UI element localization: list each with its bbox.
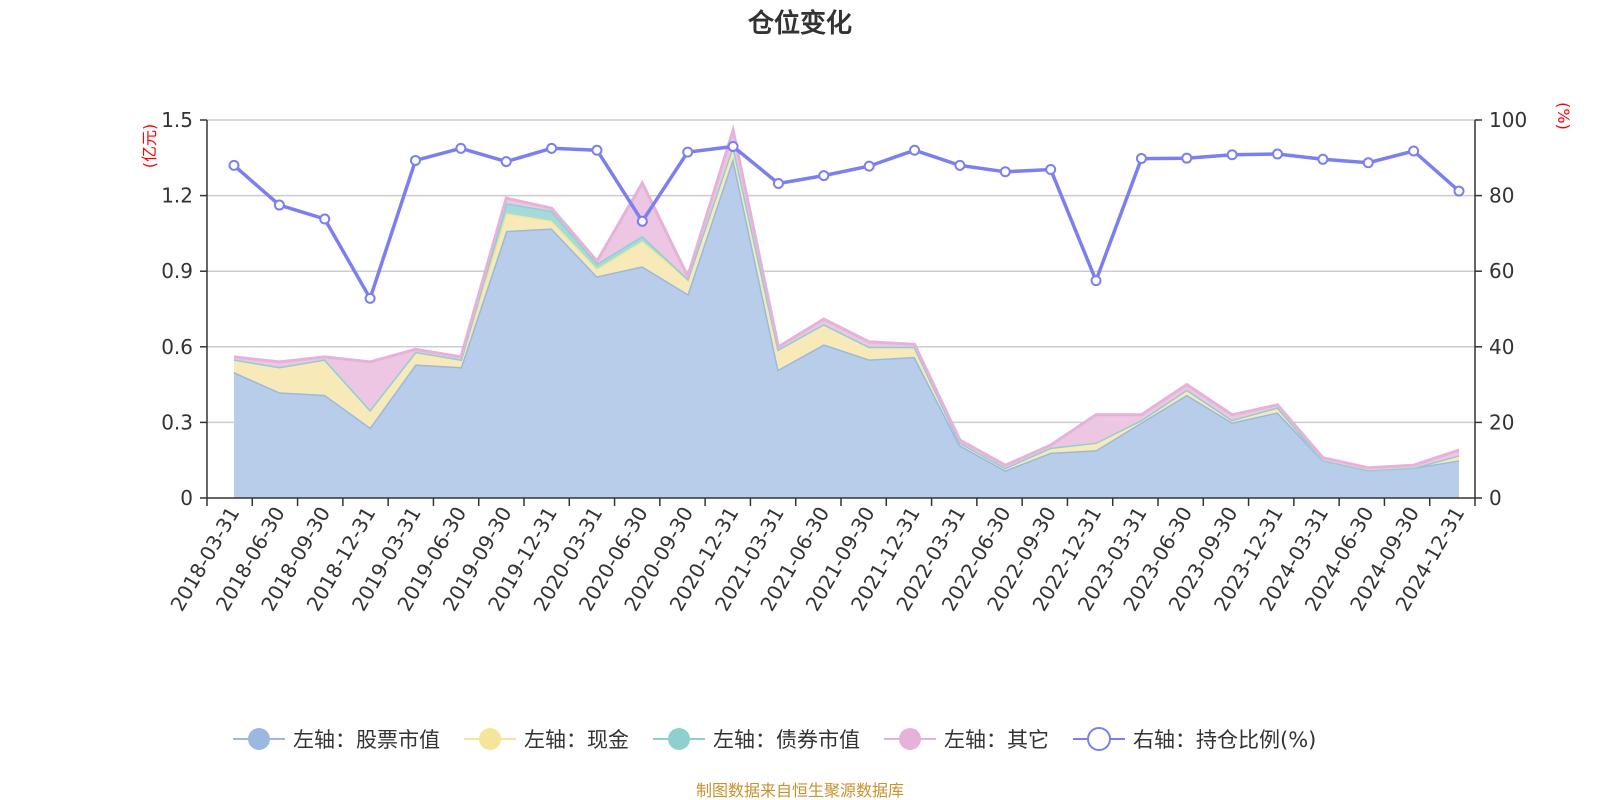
right-tick-label: 60 [1489,259,1514,283]
ratio-point [364,292,376,304]
area-edge-0 [233,152,1460,472]
legend-marker [899,728,921,750]
ratio-line-layer [228,140,1465,304]
legend-label: 右轴：持仓比例(%) [1133,728,1316,752]
right-tick-label: 40 [1489,335,1514,359]
source-note: 制图数据来自恒生聚源数据库 [696,781,904,800]
left-tick-label: 0.3 [161,410,193,434]
legend-marker [1087,727,1111,751]
ratio-point [455,142,467,154]
ratio-point [273,199,285,211]
legend-marker [668,728,690,750]
left-tick-label: 0.9 [161,259,193,283]
left-tick-label: 0.6 [161,335,193,359]
left-tick-label: 1.2 [161,184,193,208]
ratio-point [1135,153,1147,165]
ratio-point [1272,148,1284,160]
ratio-point [954,159,966,171]
left-axis-unit: (亿元) [140,124,159,169]
ratio-point [999,166,1011,178]
area-0 [234,157,1459,499]
ratio-point [591,144,603,156]
legend-label: 左轴：债券市值 [713,728,860,752]
ratio-line [232,144,1461,303]
ratio-point [772,178,784,190]
area-edge-3 [233,124,1460,470]
right-tick-label: 100 [1489,108,1527,132]
ratio-point [636,215,648,227]
legend-label: 左轴：其它 [944,728,1049,752]
right-tick-label: 0 [1489,486,1502,510]
area-1 [234,145,1459,471]
ratio-point [409,154,421,166]
ratio-point [1408,145,1420,157]
ratio-point [546,142,558,154]
legend-marker [248,728,270,750]
right-axis-unit: (%) [1554,102,1573,130]
legend-label: 左轴：股票市值 [293,728,440,752]
left-tick-label: 0 [180,486,193,510]
stacked-areas [233,124,1460,499]
ratio-point [1090,275,1102,287]
legend-label: 左轴：现金 [524,728,629,752]
ratio-point [319,213,331,225]
ratio-point [1317,153,1329,165]
ratio-point [682,146,694,158]
chart-title: 仓位变化 [747,8,852,39]
ratio-point [818,170,830,182]
ratio-point [1045,164,1057,176]
right-tick-label: 20 [1489,410,1514,434]
ratio-point [1226,149,1238,161]
ratio-point [1362,157,1374,169]
ratio-point [228,159,240,171]
ratio-point [909,144,921,156]
ratio-point [727,140,739,152]
area-edge-2 [233,139,1460,472]
left-tick-label: 1.5 [161,108,193,132]
ratio-point [863,160,875,172]
ratio-point [1453,185,1465,197]
ratio-point [500,156,512,168]
right-tick-label: 80 [1489,184,1514,208]
legend-marker [479,728,501,750]
legend: 左轴：股票市值 左轴：现金 左轴：债券市值 左轴：其它 右轴：持仓比例(%) [233,727,1316,752]
ratio-point [1181,152,1193,164]
